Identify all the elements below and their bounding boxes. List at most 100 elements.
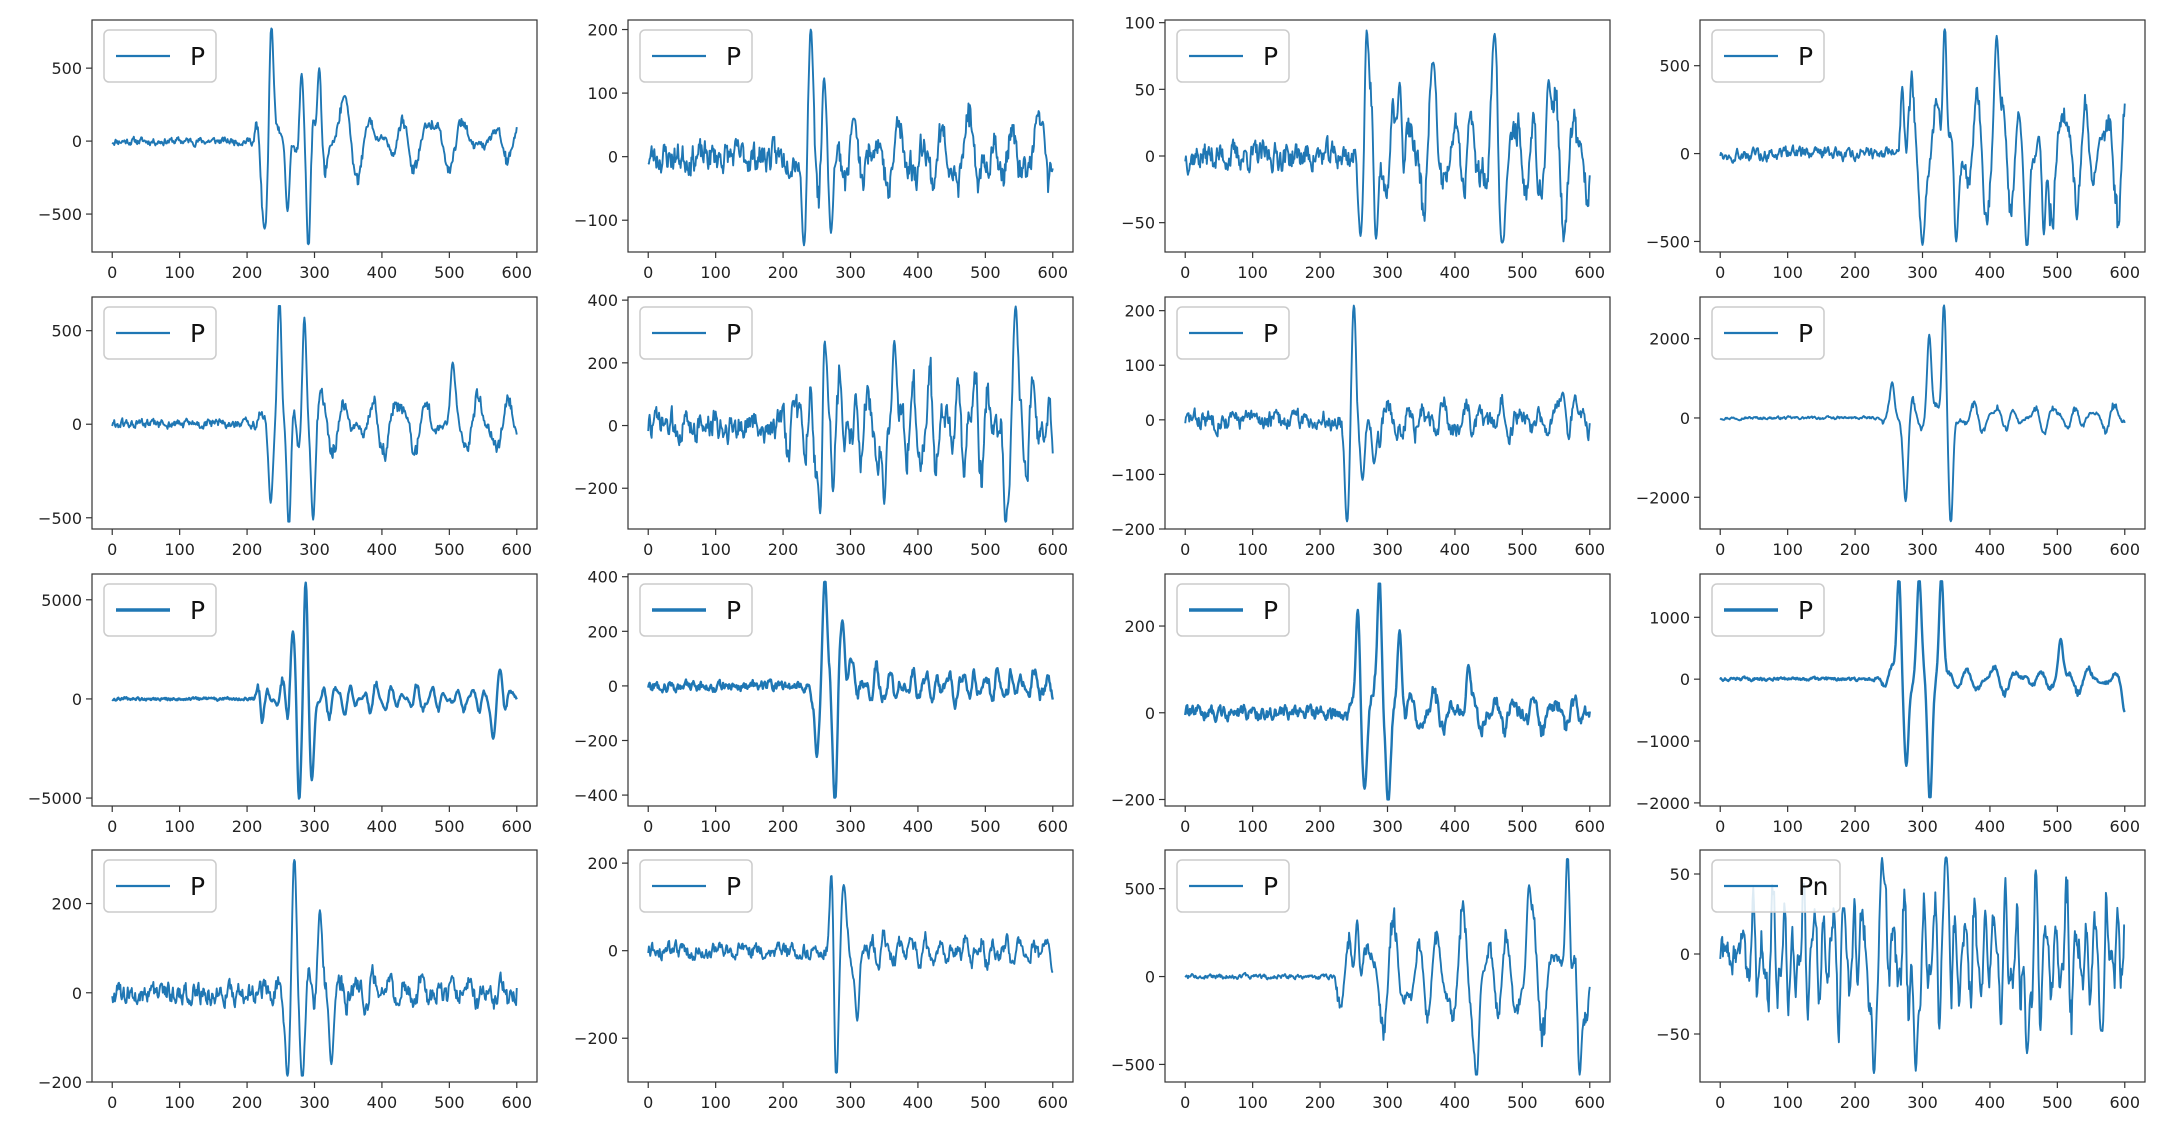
legend: P	[1176, 306, 1290, 360]
y-tick-label: 400	[587, 291, 618, 310]
x-tick-label: 400	[367, 540, 398, 559]
x-tick-label: 600	[2109, 817, 2140, 836]
subplot-5: 0 100 200 300 400 500 600 −500 0 500 P	[38, 296, 538, 559]
legend: P	[1176, 29, 1290, 83]
legend: P	[639, 859, 753, 913]
x-tick-label: 100	[164, 1093, 195, 1112]
legend: P	[639, 29, 753, 83]
legend-label: P	[1263, 42, 1278, 71]
x-tick-label: 500	[434, 817, 465, 836]
x-tick-label: 100	[1237, 540, 1268, 559]
series-line-P	[647, 28, 1054, 247]
y-tick-label: −500	[1111, 1055, 1155, 1074]
series-line-P	[647, 875, 1054, 1074]
x-tick-label: 600	[1037, 540, 1068, 559]
legend-label: P	[190, 319, 205, 348]
subplot-2: 0 100 200 300 400 500 600 −100 0 100 200 P	[574, 19, 1074, 282]
x-tick-label: 100	[164, 817, 195, 836]
legend: Pn	[1711, 859, 1841, 913]
x-tick-label: 500	[434, 540, 465, 559]
x-tick-label: 600	[1037, 263, 1068, 282]
x-tick-label: 300	[835, 817, 866, 836]
x-tick-label: 200	[1840, 1093, 1871, 1112]
y-tick-label: 5000	[41, 591, 82, 610]
x-tick-label: 200	[1305, 540, 1336, 559]
x-tick-label: 400	[367, 817, 398, 836]
x-tick-label: 100	[1772, 540, 1803, 559]
x-tick-label: 0	[1180, 263, 1190, 282]
x-tick-label: 100	[700, 817, 731, 836]
series-line-P	[1719, 28, 2126, 247]
x-tick-label: 300	[835, 1093, 866, 1112]
legend-label: P	[1798, 596, 1813, 625]
y-tick-label: −200	[1111, 790, 1155, 809]
y-tick-label: −2000	[1636, 488, 1690, 507]
y-tick-label: 0	[72, 132, 82, 151]
x-tick-label: 600	[501, 1093, 532, 1112]
x-tick-label: 100	[164, 540, 195, 559]
x-tick-label: 300	[1372, 540, 1403, 559]
y-tick-label: −500	[38, 205, 82, 224]
x-tick-label: 300	[1907, 263, 1938, 282]
legend: P	[1176, 859, 1290, 913]
x-tick-label: 500	[2042, 817, 2073, 836]
subplot-14: 0 100 200 300 400 500 600 −200 0 200 P	[574, 849, 1074, 1112]
x-tick-label: 500	[970, 540, 1001, 559]
x-tick-label: 500	[970, 263, 1001, 282]
x-tick-label: 0	[1180, 540, 1190, 559]
x-tick-label: 0	[643, 817, 653, 836]
legend: P	[103, 306, 217, 360]
x-tick-label: 400	[1975, 263, 2006, 282]
x-tick-label: 400	[367, 263, 398, 282]
y-tick-label: 0	[1145, 147, 1155, 166]
x-tick-label: 500	[1507, 540, 1538, 559]
y-tick-label: −500	[1646, 232, 1690, 251]
series-line-P	[647, 580, 1054, 799]
y-tick-label: 200	[587, 21, 618, 40]
x-tick-label: 300	[299, 263, 330, 282]
y-tick-label: −100	[1111, 465, 1155, 484]
x-tick-label: 0	[1180, 1093, 1190, 1112]
y-tick-label: 0	[1680, 409, 1690, 428]
x-tick-label: 100	[1772, 817, 1803, 836]
series-line-P	[111, 581, 518, 800]
x-tick-label: 200	[1305, 1093, 1336, 1112]
x-tick-label: 400	[1440, 817, 1471, 836]
x-tick-label: 100	[700, 1093, 731, 1112]
x-tick-label: 200	[232, 263, 263, 282]
y-tick-label: 200	[587, 354, 618, 373]
series-line-P	[1719, 580, 2126, 799]
y-tick-label: −50	[1121, 214, 1155, 233]
y-tick-label: 200	[1124, 302, 1155, 321]
series-line-P	[1184, 304, 1591, 523]
y-tick-label: 500	[51, 322, 82, 341]
x-tick-label: 0	[107, 263, 117, 282]
y-tick-label: 400	[587, 568, 618, 587]
y-tick-label: 0	[72, 690, 82, 709]
y-tick-label: 200	[587, 622, 618, 641]
x-tick-label: 0	[107, 1093, 117, 1112]
x-tick-label: 200	[768, 263, 799, 282]
legend: P	[1176, 583, 1290, 637]
x-tick-label: 200	[1305, 263, 1336, 282]
y-tick-label: 0	[1145, 968, 1155, 987]
subplot-12: 0 100 200 300 400 500 600 −2000 −1000 0 1000 P	[1636, 573, 2146, 836]
legend: P	[1711, 306, 1825, 360]
x-tick-label: 500	[970, 1093, 1001, 1112]
legend: P	[103, 29, 217, 83]
y-tick-label: 100	[1124, 14, 1155, 33]
x-tick-label: 0	[1715, 1093, 1725, 1112]
y-tick-label: 0	[608, 677, 618, 696]
x-tick-label: 300	[1907, 817, 1938, 836]
y-tick-label: 500	[51, 59, 82, 78]
x-tick-label: 200	[1840, 263, 1871, 282]
legend-label: P	[1798, 42, 1813, 71]
x-tick-label: 100	[164, 263, 195, 282]
legend: P	[639, 306, 753, 360]
subplot-4: 0 100 200 300 400 500 600 −500 0 500 P	[1646, 19, 2146, 282]
y-tick-label: 0	[608, 417, 618, 436]
x-tick-label: 400	[1975, 1093, 2006, 1112]
x-tick-label: 0	[107, 540, 117, 559]
legend-label: P	[1798, 319, 1813, 348]
